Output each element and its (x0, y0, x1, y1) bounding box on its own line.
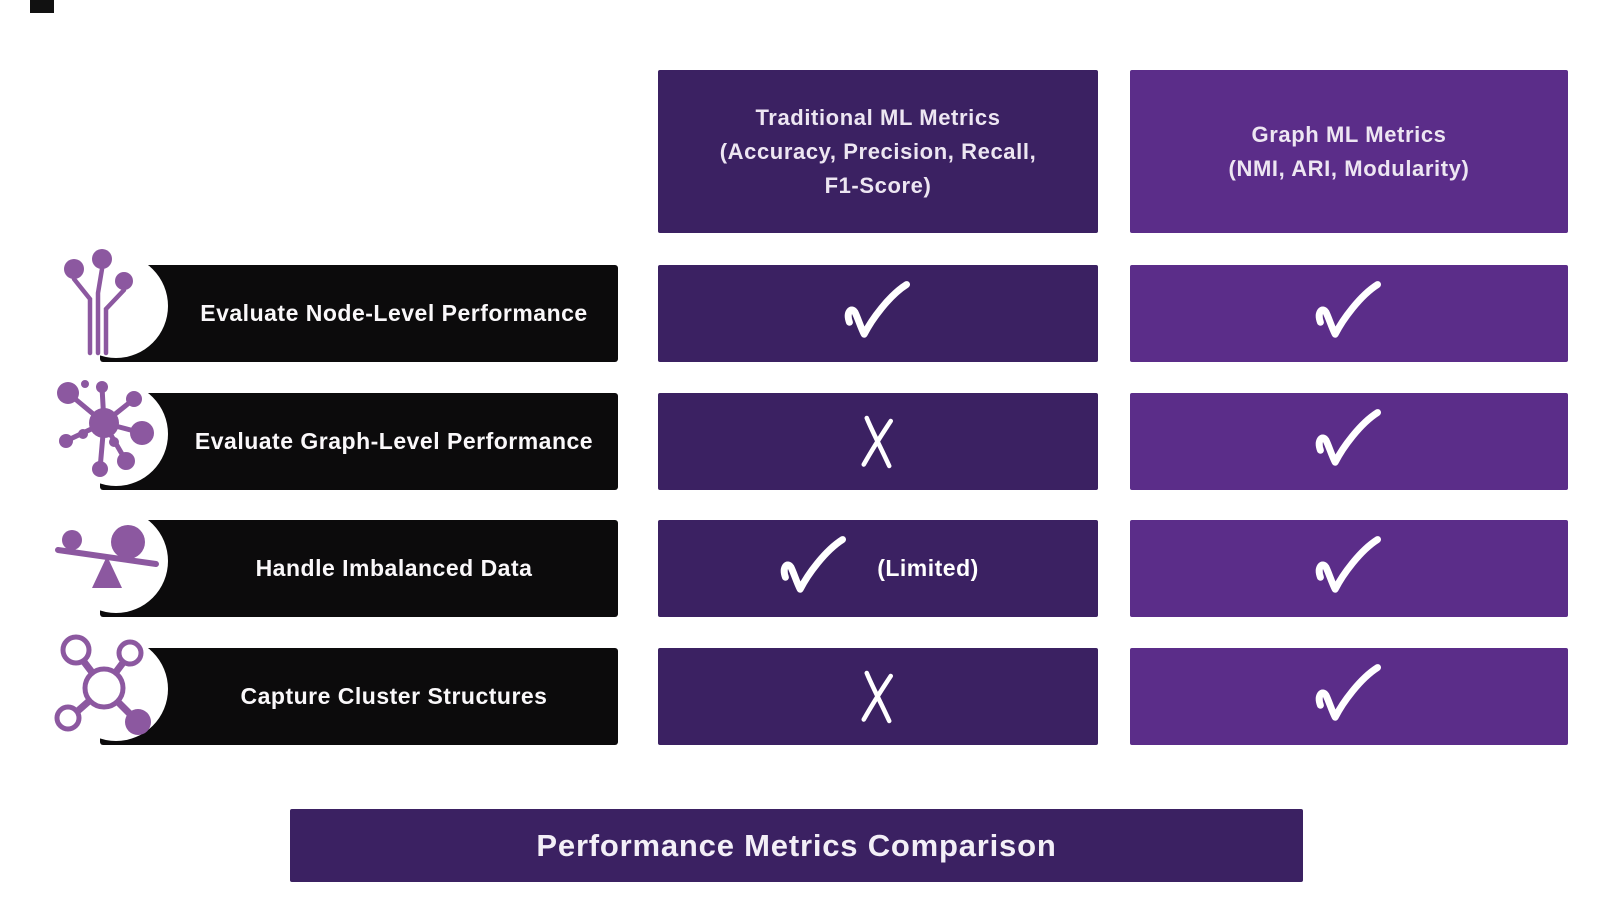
network-hub-icon (57, 380, 154, 477)
column-header-traditional: Traditional ML Metrics (Accuracy, Precis… (658, 70, 1098, 233)
row-label-text: Evaluate Graph-Level Performance (194, 428, 594, 454)
row-label-evaluate-graph-level: Evaluate Graph-Level Performance (0, 380, 640, 490)
row-label-text: Handle Imbalanced Data (255, 555, 533, 581)
row-label-text: Capture Cluster Structures (240, 683, 548, 709)
row-label-bar (100, 393, 618, 490)
row-label-text: Evaluate Node-Level Performance (200, 300, 588, 326)
balance-scale-icon (55, 525, 159, 588)
stray-mark (30, 0, 54, 13)
check-icon (1315, 280, 1382, 338)
row-label-bar (100, 648, 618, 745)
cell-node-level-graph (1130, 265, 1568, 362)
row-label-evaluate-node-level: Evaluate Node-Level Performance (0, 249, 640, 362)
limited-note: (Limited) (877, 555, 979, 581)
row-label-bar (100, 520, 618, 617)
cell-imbalanced-graph (1130, 520, 1568, 617)
cell-imbalanced-traditional: (Limited) (658, 520, 1098, 617)
check-icon (1315, 408, 1382, 466)
check-icon (1315, 535, 1382, 593)
cell-clusters-traditional (658, 648, 1098, 745)
cluster-nodes-icon (54, 634, 151, 735)
column-header-traditional-label: Traditional ML Metrics (Accuracy, Precis… (719, 104, 1037, 198)
page-title: Performance Metrics Comparison (536, 827, 1057, 863)
row-label-bar (100, 265, 618, 362)
cell-graph-level-graph (1130, 393, 1568, 490)
node-branches-icon (64, 249, 133, 356)
cross-icon (861, 415, 893, 468)
row-label-capture-clusters: Capture Cluster Structures (0, 634, 640, 745)
cell-node-level-traditional (658, 265, 1098, 362)
cell-graph-level-traditional (658, 393, 1098, 490)
row-label-handle-imbalanced: Handle Imbalanced Data (0, 509, 640, 617)
column-header-graph: Graph ML Metrics (NMI, ARI, Modularity) (1130, 70, 1568, 233)
check-icon (844, 280, 911, 338)
check-icon (780, 535, 847, 593)
column-header-graph-label: Graph ML Metrics (NMI, ARI, Modularity) (1228, 121, 1470, 181)
cell-clusters-graph (1130, 648, 1568, 745)
footer-title-bar: Performance Metrics Comparison (290, 809, 1303, 882)
cross-icon (861, 670, 893, 723)
check-icon (1315, 663, 1382, 721)
